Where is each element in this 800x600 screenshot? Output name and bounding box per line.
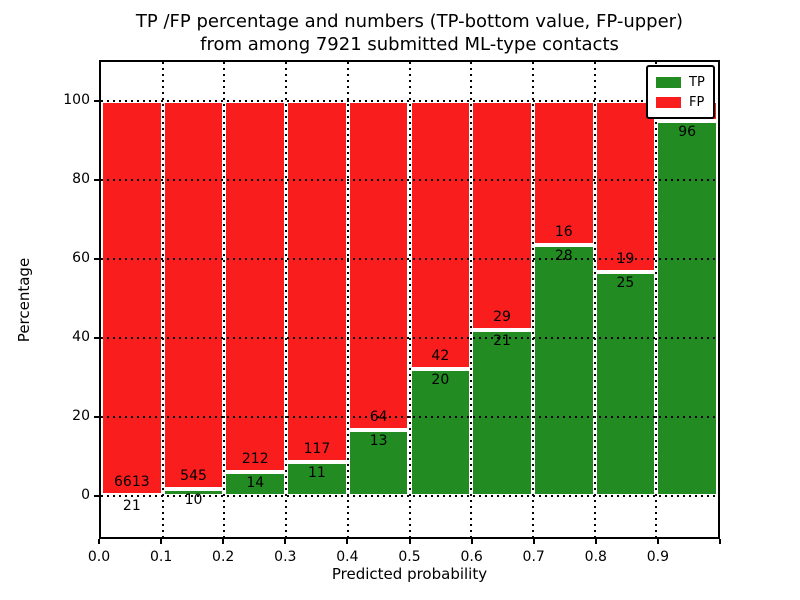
y-tick-label-40: 40	[72, 329, 90, 346]
bar-segment-fp-7	[532, 101, 595, 246]
gridline-x-0.2	[223, 62, 226, 537]
bar-label-fp-4: 64	[369, 408, 388, 425]
chart-title-line2: from among 7921 submitted ML-type contac…	[200, 34, 619, 55]
bar-segment-fp-5	[409, 101, 472, 369]
gridline-x-0.8	[593, 62, 596, 537]
x-tick-0	[98, 539, 100, 544]
y-tick-label-20: 20	[72, 408, 90, 425]
gridline-y-0	[101, 495, 718, 498]
y-tick-40	[94, 337, 99, 340]
bar-segment-tp-2	[224, 471, 287, 497]
gridline-y-80	[101, 179, 718, 182]
x-tick-label-0.1: 0.1	[149, 549, 173, 565]
y-tick-100	[94, 100, 99, 103]
x-tick-10	[719, 539, 721, 544]
bar-label-fp-5: 42	[431, 347, 450, 364]
gridline-y-60	[101, 258, 718, 261]
x-tick-label-0.3: 0.3	[274, 549, 297, 565]
x-tick-label-0.2: 0.2	[212, 549, 235, 565]
y-tick-label-100: 100	[63, 92, 90, 109]
bar-label-tp-8: 25	[616, 274, 635, 291]
bar-label-fp-0: 6613	[114, 474, 150, 491]
bar-label-tp-6: 21	[493, 333, 511, 350]
gridline-y-100	[101, 100, 718, 103]
bar-segment-fp-4	[347, 101, 410, 430]
y-tick-20	[94, 416, 99, 419]
bar-segment-fp-3	[286, 101, 348, 463]
legend-label-fp: FP	[689, 94, 705, 110]
x-tick-2	[222, 539, 225, 544]
bar-label-fp-6: 29	[493, 309, 511, 326]
x-tick-3	[284, 539, 287, 544]
gridline-x-0.7	[531, 62, 534, 537]
bar-label-fp-3: 117	[303, 441, 331, 458]
bar-segment-fp-2	[224, 101, 287, 472]
bar-segment-tp-9	[656, 121, 718, 497]
x-tick-6	[470, 539, 473, 544]
bar-label-fp-1: 545	[180, 468, 207, 485]
legend-swatch-fp-icon	[656, 96, 681, 108]
y-tick-0	[94, 495, 99, 498]
bar-label-tp-7: 28	[554, 248, 573, 265]
x-tick-8	[594, 539, 597, 544]
x-tick-label-0.8: 0.8	[584, 549, 607, 565]
bar-segment-fp-6	[471, 101, 533, 331]
gridline-y-20	[101, 416, 718, 419]
gridline-x-0.3	[285, 62, 288, 537]
gridline-x-0.9	[655, 62, 658, 537]
x-tick-label-0.0: 0.0	[87, 549, 111, 565]
gridline-x-0.6	[470, 62, 473, 537]
legend-swatch-tp-icon	[656, 76, 681, 88]
bar-label-fp-7: 16	[554, 224, 573, 241]
gridline-x-0.5	[408, 62, 411, 537]
bar-segment-tp-6	[471, 330, 533, 497]
bar-label-tp-4: 13	[369, 432, 388, 449]
chart-title-line1: TP /FP percentage and numbers (TP-bottom…	[135, 11, 684, 32]
x-tick-label-0.4: 0.4	[336, 549, 359, 565]
legend-label-tp: TP	[689, 74, 705, 90]
x-tick-1	[160, 539, 163, 544]
bar-label-tp-3: 11	[308, 465, 326, 482]
bar-label-tp-1: 10	[184, 492, 203, 509]
x-tick-label-0.9: 0.9	[646, 549, 670, 565]
bar-label-tp-9: 96	[678, 124, 697, 141]
x-axis-label: Predicted probability	[331, 565, 488, 583]
bar-label-tp-5: 20	[431, 371, 450, 388]
legend-item-fp: FP	[656, 92, 705, 112]
legend: TP FP	[646, 65, 715, 119]
bar-segment-tp-7	[532, 245, 595, 497]
x-tick-4	[346, 539, 349, 544]
y-tick-label-60: 60	[72, 250, 90, 267]
bar-label-tp-0: 21	[122, 498, 141, 515]
x-tick-label-0.7: 0.7	[522, 549, 545, 565]
bar-segment-fp-0	[101, 101, 163, 496]
bar-label-fp-8: 19	[616, 250, 635, 267]
x-tick-label-0.6: 0.6	[460, 549, 483, 565]
bar-segment-tp-8	[594, 271, 657, 497]
plot-area: 6613 21 545 10 212 14 117 11 64 13 42 20 29 21 16 28 19 2…	[99, 60, 720, 539]
bar-segment-fp-8	[594, 101, 657, 272]
y-tick-label-0: 0	[81, 487, 90, 504]
legend-item-tp: TP	[656, 72, 705, 92]
chart-title: TP /FP percentage and numbers (TP-bottom…	[99, 10, 720, 56]
gridline-x-0.4	[346, 62, 349, 537]
y-tick-60	[94, 258, 99, 261]
x-tick-label-0.5: 0.5	[398, 549, 421, 565]
x-tick-7	[532, 539, 535, 544]
y-tick-label-80: 80	[72, 171, 90, 188]
gridline-y-40	[101, 337, 718, 340]
x-tick-9	[656, 539, 659, 544]
y-tick-80	[94, 179, 99, 182]
bar-label-tp-2: 14	[246, 474, 265, 491]
gridline-x-0.1	[161, 62, 164, 537]
x-tick-5	[408, 539, 411, 544]
bar-label-fp-2: 212	[241, 450, 269, 467]
bar-segment-fp-1	[162, 101, 225, 490]
